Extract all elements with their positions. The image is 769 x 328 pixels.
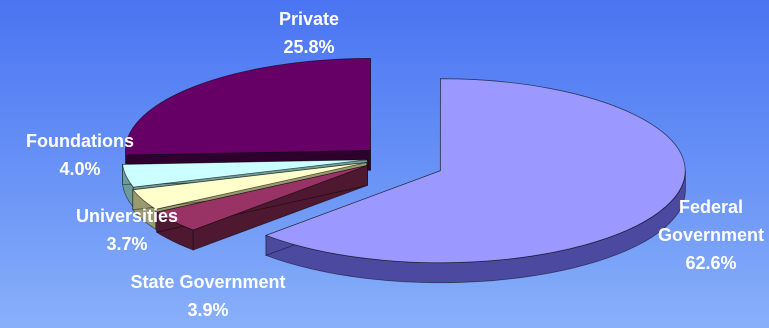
- label-private-line1: Private: [278, 9, 340, 29]
- label-federal-government-line1: Federal: [678, 197, 744, 217]
- label-state-government: State Government 3.9%: [130, 268, 285, 324]
- label-federal-government: Federal Government 62.6%: [658, 193, 764, 277]
- value-federal-government: 62.6%: [685, 253, 737, 273]
- label-universities-line1: Universities: [75, 206, 179, 226]
- slice-federal-government: [264, 78, 686, 264]
- label-universities: Universities 3.7%: [76, 202, 178, 258]
- value-state-government: 3.9%: [187, 300, 229, 320]
- slice-foundations: [122, 159, 368, 188]
- label-private: Private 25.8%: [279, 5, 339, 61]
- label-federal-government-line2: Government: [657, 225, 765, 245]
- slice-universities: [132, 162, 367, 210]
- slice-private: [125, 57, 371, 156]
- value-foundations: 4.0%: [59, 159, 101, 179]
- value-universities: 3.7%: [106, 234, 148, 254]
- label-foundations: Foundations 4.0%: [26, 127, 134, 183]
- slice-state-government: [155, 164, 368, 231]
- label-foundations-line1: Foundations: [26, 131, 134, 151]
- label-state-government-line1: State Government: [130, 272, 286, 292]
- value-private: 25.8%: [283, 37, 335, 57]
